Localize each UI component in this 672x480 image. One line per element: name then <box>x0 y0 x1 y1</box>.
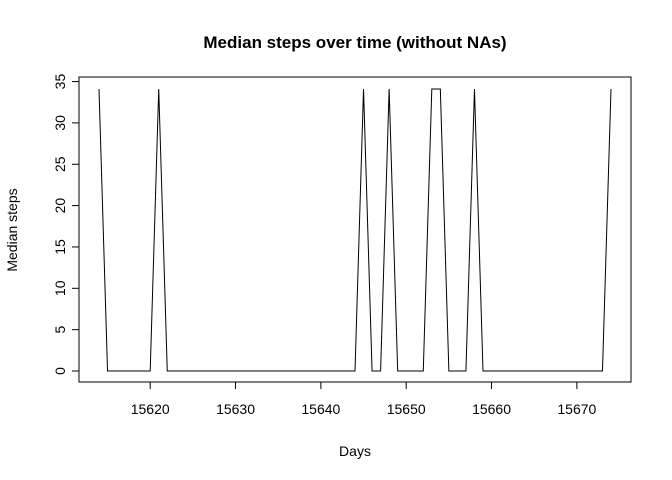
series-line-median-steps <box>98 88 612 372</box>
x-axis: 15620 15630 15640 15650 15660 15670 <box>131 381 597 417</box>
x-axis-label: Days <box>339 443 371 459</box>
x-tick-label: 15630 <box>216 401 255 417</box>
y-axis: 0 5 10 15 20 25 30 35 <box>52 74 80 375</box>
y-tick-label: 30 <box>52 115 68 131</box>
y-tick-label: 10 <box>52 280 68 296</box>
chart-title: Median steps over time (without NAs) <box>203 33 506 52</box>
y-tick-label: 35 <box>52 74 68 90</box>
plot-frame <box>78 76 632 383</box>
y-tick-label: 0 <box>52 367 68 375</box>
x-tick-label: 15620 <box>131 401 170 417</box>
x-tick-label: 15660 <box>472 401 511 417</box>
y-tick-label: 15 <box>52 239 68 255</box>
x-tick-label: 15640 <box>301 401 340 417</box>
x-tick-label: 15670 <box>557 401 596 417</box>
y-tick-label: 25 <box>52 156 68 172</box>
y-axis-label: Median steps <box>4 188 20 271</box>
x-tick-label: 15650 <box>387 401 426 417</box>
y-tick-label: 5 <box>52 326 68 334</box>
y-tick-label: 20 <box>52 198 68 214</box>
